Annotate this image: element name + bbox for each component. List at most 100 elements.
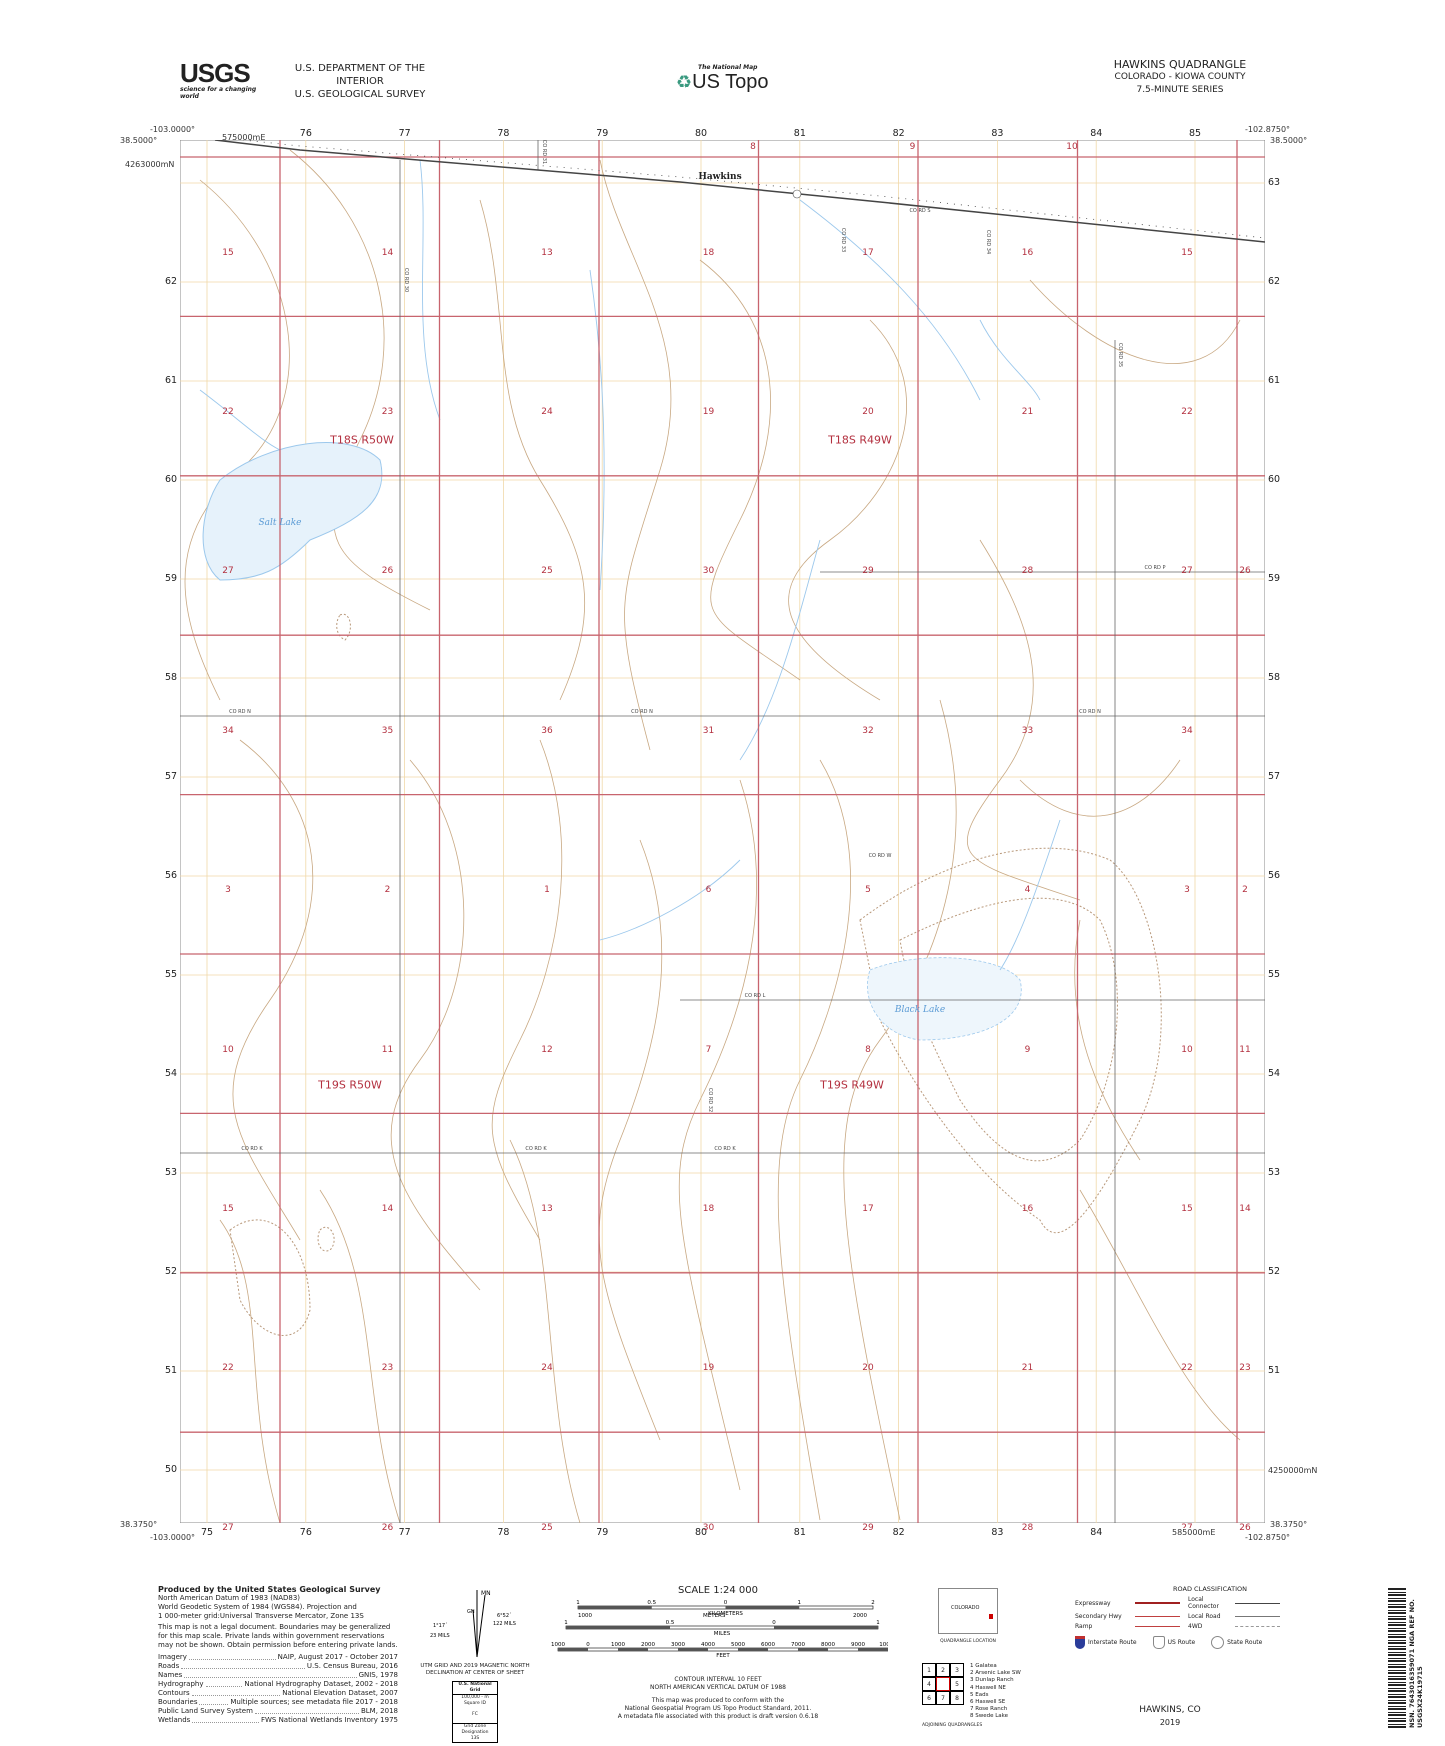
- us-topo-logo: The National Map ♻ US Topo: [676, 64, 786, 94]
- m-tick-label: 1000: [578, 1613, 592, 1619]
- section-number: 30: [702, 1522, 715, 1533]
- mn-label: MN: [481, 1590, 491, 1597]
- map-series: 7.5-MINUTE SERIES: [1136, 85, 1224, 95]
- northing-tick-right: 55: [1268, 969, 1281, 980]
- section-number: 7: [705, 1044, 712, 1055]
- ft-tick-label: 9000: [851, 1642, 865, 1648]
- road-label-co-rd-32: CO RD 32: [707, 1087, 713, 1113]
- national-map-label: The National Map: [698, 64, 758, 71]
- declination-right-angle: 6°52´: [497, 1613, 512, 1619]
- easting-tick-top: 82: [892, 128, 905, 139]
- northing-tick-right: 52: [1268, 1266, 1281, 1277]
- northing-tick-right: 54: [1268, 1068, 1281, 1079]
- road-label-co-rd-p: CO RD P: [1144, 565, 1166, 571]
- gn-label: GN: [467, 1609, 475, 1615]
- section-number: 31: [702, 725, 715, 736]
- source-name: Roads: [158, 1662, 180, 1670]
- northing-tick-left: 52: [165, 1266, 178, 1277]
- northing-tick-right: 58: [1268, 672, 1281, 683]
- northing-tick-left: 60: [165, 474, 178, 485]
- map-canvas: [180, 140, 1265, 1523]
- km-tick-label: 1: [798, 1600, 802, 1606]
- adjoining-quad-name: 2 Arsenic Lake SW: [970, 1670, 1021, 1677]
- ft-bar: [557, 1647, 889, 1652]
- section-number: 26: [381, 1522, 394, 1533]
- adjoining-quad-name: 7 Rose Ranch: [970, 1706, 1008, 1713]
- legend-4wd: 4WD: [1188, 1623, 1203, 1630]
- source-value: National Hydrography Dataset, 2002 - 201…: [244, 1680, 398, 1688]
- declination-caption: UTM GRID AND 2019 MAGNETIC NORTH DECLINA…: [420, 1663, 530, 1676]
- location-marker: [989, 1614, 993, 1619]
- section-number: 6: [705, 885, 712, 896]
- source-value: National Elevation Dataset, 2007: [282, 1689, 398, 1697]
- usng-box: U.S. National Grid 100,000 - m Square ID…: [452, 1681, 498, 1743]
- survey-name: U.S. GEOLOGICAL SURVEY: [294, 89, 426, 100]
- section-number: 26: [1239, 566, 1251, 577]
- northing-top-label: 4263000mN: [125, 160, 175, 169]
- section-number: 11: [1239, 1044, 1251, 1055]
- source-name: Public Land Survey System: [158, 1707, 253, 1715]
- adjoining-cell: 8: [950, 1691, 964, 1705]
- adjoining-quad-name: 6 Haswell SE: [970, 1699, 1006, 1706]
- easting-tick-bottom: 75: [201, 1527, 214, 1538]
- adjoining-quad-name: 1 Galatea: [970, 1663, 997, 1669]
- section-lines: [180, 140, 1265, 1523]
- legend-local-road: Local Road: [1188, 1613, 1221, 1620]
- datum-line: 1 000-meter grid:Universal Transverse Me…: [158, 1612, 364, 1620]
- source-name: Contours: [158, 1689, 190, 1697]
- northing-tick-right: 53: [1268, 1167, 1281, 1178]
- source-row: Roads U.S. Census Bureau, 2016: [158, 1662, 398, 1671]
- adjoining-cell: 1: [922, 1663, 936, 1677]
- barcode-text: NSN. 7643016359071 NGA REF NO. USGSX24K1…: [1408, 1599, 1424, 1728]
- easting-tick-bottom: 79: [596, 1527, 609, 1538]
- usng-id: FC: [472, 1712, 478, 1717]
- section-number: 25: [541, 1522, 553, 1533]
- legend-local-connector: Local Connector: [1188, 1596, 1219, 1610]
- ft-segment: [858, 1648, 888, 1651]
- section-number: 5: [865, 885, 871, 896]
- footer-year: 2019: [1159, 1718, 1181, 1727]
- easting-tick-top: 77: [398, 128, 411, 139]
- place-hawkins[interactable]: Hawkins: [698, 172, 742, 182]
- map-neatline: [180, 140, 1265, 1523]
- ramp-symbol: [1135, 1626, 1180, 1627]
- section-number: 29: [862, 566, 874, 577]
- section-number: 15: [222, 247, 234, 258]
- km-tick-label: 0.5: [647, 1600, 656, 1606]
- section-number: 13: [541, 1204, 553, 1215]
- quad-title: HAWKINS QUADRANGLE: [1113, 58, 1247, 71]
- source-name: Names: [158, 1671, 183, 1679]
- source-name: Hydrography: [158, 1680, 204, 1688]
- corner-bottom-right-lat: 38.3750°: [1270, 1520, 1308, 1529]
- northing-tick-left: 61: [165, 375, 178, 386]
- township-t18s-r50w: T18S R50W: [330, 433, 394, 447]
- adjoining-cell: 6: [922, 1691, 936, 1705]
- place-salt-lake[interactable]: Salt Lake: [258, 518, 302, 528]
- adjoining-quad-name: 5 Eads: [970, 1691, 989, 1698]
- northing-tick-right: 61: [1268, 375, 1281, 386]
- usng-title: U.S. National Grid: [453, 1682, 497, 1695]
- disclaimer: This map is not a legal document. Bounda…: [158, 1623, 398, 1649]
- 4wd-symbol: [1235, 1626, 1280, 1627]
- easting-tick-bottom: 81: [793, 1527, 806, 1538]
- ft-tick-label: 0: [586, 1642, 590, 1648]
- northing-tick-left: 51: [165, 1365, 178, 1376]
- ft-tick-label: 8000: [821, 1642, 835, 1648]
- ft-segment: [678, 1648, 708, 1651]
- mi-unit: MILES: [714, 1631, 731, 1637]
- credits-block: Produced by the United States Geological…: [158, 1585, 398, 1725]
- easting-first-label: 575000mE: [222, 133, 266, 142]
- section-number: 17: [862, 247, 874, 258]
- section-number: 24: [541, 407, 553, 418]
- standard-line: A metadata file associated with this pro…: [617, 1713, 819, 1720]
- declination-left-mils: 23 MILS: [430, 1633, 450, 1639]
- place-black-lake[interactable]: Black Lake: [894, 1005, 946, 1015]
- ft-tick-label: 5000: [731, 1642, 745, 1648]
- source-name: Imagery: [158, 1653, 187, 1661]
- scale-bars: SCALE 1:24 000 1 0.5 0 1 2 KILOMETERS 1 0.5 0 1 MI…: [548, 1585, 897, 1721]
- section-number: 15: [222, 1204, 234, 1215]
- corner-top-left-lon: -103.0000°: [150, 125, 196, 134]
- section-number: 29: [862, 1522, 874, 1533]
- legend-interstate: Interstate Route: [1088, 1639, 1137, 1646]
- topo-map[interactable]: 15 14 13 18 17 16 15 22 23 24 19 20 21 22 27 26 25 30 29 28…: [180, 140, 1265, 1533]
